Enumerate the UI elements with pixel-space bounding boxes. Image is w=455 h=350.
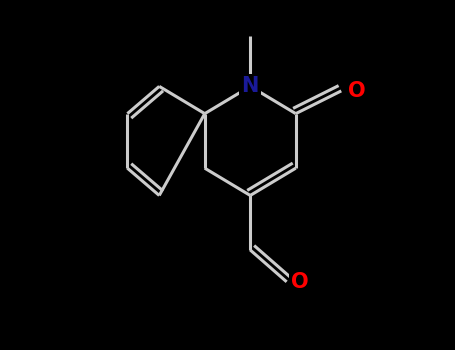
Text: N: N	[242, 76, 259, 96]
Text: O: O	[348, 81, 366, 101]
Text: O: O	[291, 272, 309, 292]
